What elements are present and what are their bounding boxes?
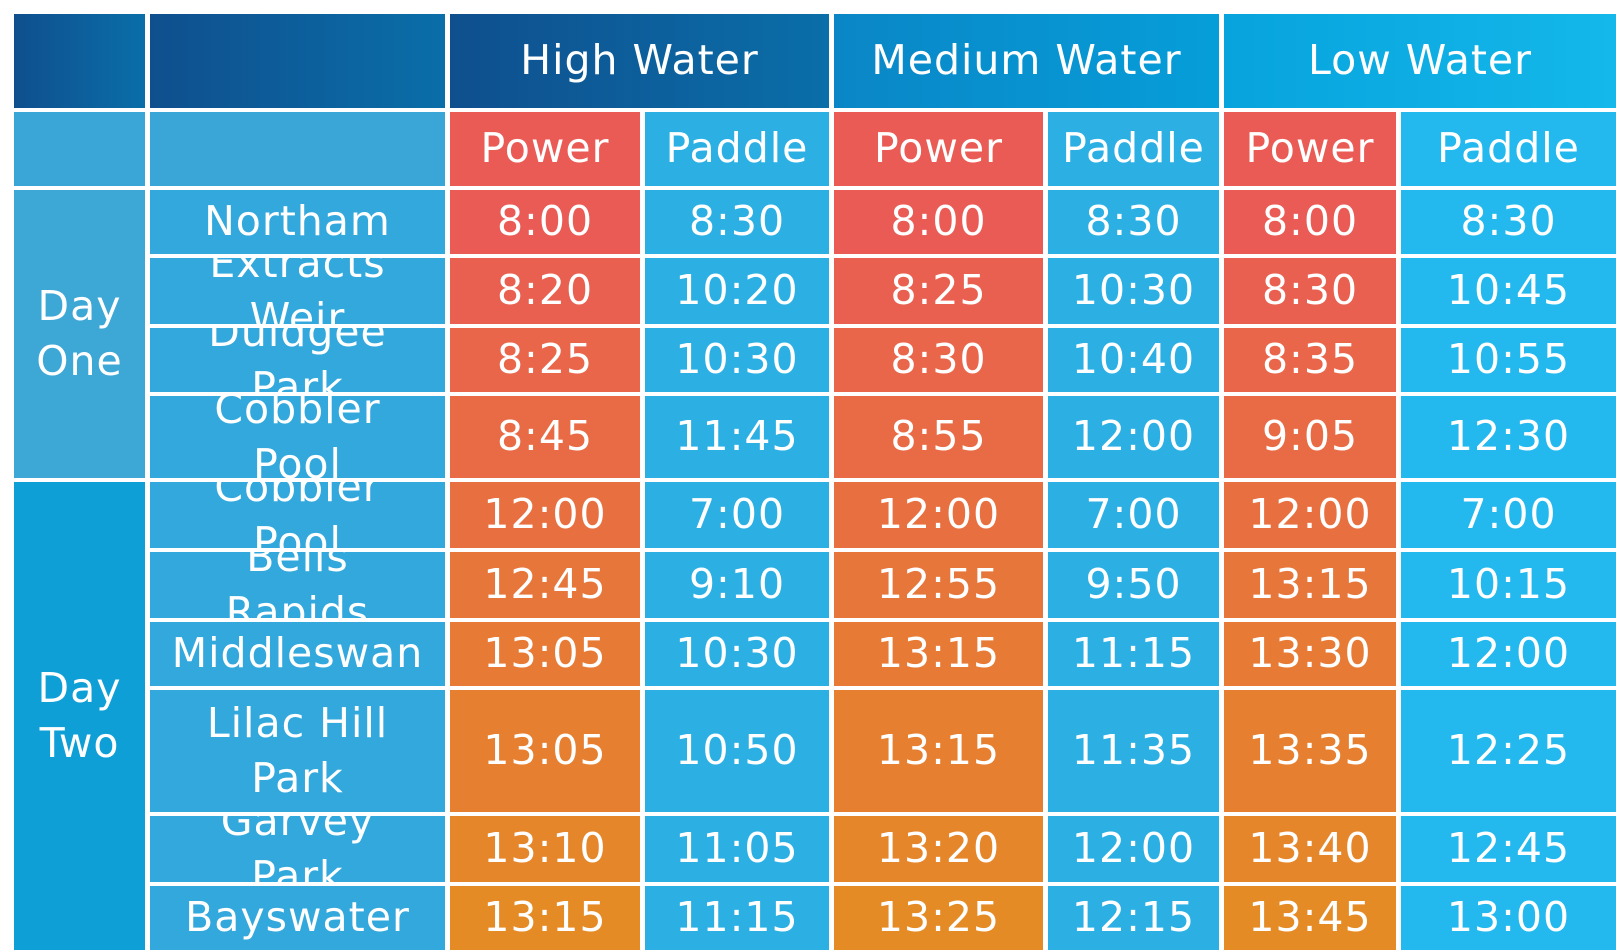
paddle-time-cell: 12:30 [1401,396,1616,478]
corner-cell [14,112,145,186]
power-time-cell: 12:45 [450,552,640,618]
corner-cell [150,112,445,186]
header-medium-water: Medium Water [834,14,1219,108]
power-time-cell: 12:00 [834,482,1043,548]
location-name: Bells Rapids [150,552,445,618]
power-time-cell: 9:05 [1224,396,1396,478]
location-name: Bayswater [150,886,445,950]
paddle-time-cell: 10:15 [1401,552,1616,618]
location-name: Middleswan [150,622,445,686]
power-time-cell: 13:45 [1224,886,1396,950]
header-low-water: Low Water [1224,14,1616,108]
subheader-paddle: Paddle [1048,112,1219,186]
paddle-time-cell: 9:50 [1048,552,1219,618]
subheader-power: Power [834,112,1043,186]
header-high-water: High Water [450,14,829,108]
power-time-cell: 8:00 [450,190,640,254]
location-name: Garvey Park [150,816,445,882]
location-name: Northam [150,190,445,254]
power-time-cell: 8:55 [834,396,1043,478]
paddle-time-cell: 11:15 [1048,622,1219,686]
location-name: Cobbler Pool [150,396,445,478]
paddle-time-cell: 10:30 [1048,258,1219,324]
power-time-cell: 13:35 [1224,690,1396,812]
paddle-time-cell: 10:20 [645,258,829,324]
power-time-cell: 13:05 [450,690,640,812]
paddle-time-cell: 13:00 [1401,886,1616,950]
location-name: Extracts Weir [150,258,445,324]
schedule-table: High Water Medium Water Low Water Power … [14,14,1616,950]
paddle-time-cell: 12:00 [1401,622,1616,686]
corner-cell [150,14,445,108]
power-time-cell: 13:15 [450,886,640,950]
paddle-time-cell: 10:30 [645,622,829,686]
location-name: Cobbler Pool [150,482,445,548]
subheader-paddle: Paddle [1401,112,1616,186]
paddle-time-cell: 8:30 [1048,190,1219,254]
paddle-time-cell: 12:25 [1401,690,1616,812]
power-time-cell: 12:55 [834,552,1043,618]
location-name: Duidgee Park [150,328,445,392]
paddle-time-cell: 10:45 [1401,258,1616,324]
paddle-time-cell: 11:15 [645,886,829,950]
paddle-time-cell: 7:00 [1048,482,1219,548]
paddle-time-cell: 10:40 [1048,328,1219,392]
paddle-time-cell: 11:45 [645,396,829,478]
power-time-cell: 13:15 [834,690,1043,812]
paddle-time-cell: 10:50 [645,690,829,812]
day-label-one: Day One [14,190,145,478]
day-label-two: Day Two [14,482,145,950]
power-time-cell: 8:00 [1224,190,1396,254]
power-time-cell: 8:25 [834,258,1043,324]
power-time-cell: 13:30 [1224,622,1396,686]
subheader-power: Power [450,112,640,186]
paddle-time-cell: 11:05 [645,816,829,882]
power-time-cell: 13:15 [1224,552,1396,618]
paddle-time-cell: 9:10 [645,552,829,618]
location-name: Lilac Hill Park [150,690,445,812]
power-time-cell: 13:40 [1224,816,1396,882]
subheader-power: Power [1224,112,1396,186]
power-time-cell: 13:20 [834,816,1043,882]
power-time-cell: 13:10 [450,816,640,882]
paddle-time-cell: 8:30 [645,190,829,254]
paddle-time-cell: 10:55 [1401,328,1616,392]
power-time-cell: 8:30 [1224,258,1396,324]
power-time-cell: 8:35 [1224,328,1396,392]
paddle-time-cell: 12:15 [1048,886,1219,950]
paddle-time-cell: 8:30 [1401,190,1616,254]
paddle-time-cell: 12:00 [1048,816,1219,882]
power-time-cell: 13:05 [450,622,640,686]
subheader-paddle: Paddle [645,112,829,186]
power-time-cell: 12:00 [1224,482,1396,548]
power-time-cell: 12:00 [450,482,640,548]
paddle-time-cell: 12:00 [1048,396,1219,478]
power-time-cell: 8:25 [450,328,640,392]
paddle-time-cell: 7:00 [645,482,829,548]
power-time-cell: 8:30 [834,328,1043,392]
power-time-cell: 8:45 [450,396,640,478]
power-time-cell: 8:20 [450,258,640,324]
paddle-time-cell: 10:30 [645,328,829,392]
power-time-cell: 13:15 [834,622,1043,686]
power-time-cell: 13:25 [834,886,1043,950]
corner-cell [14,14,145,108]
paddle-time-cell: 11:35 [1048,690,1219,812]
paddle-time-cell: 12:45 [1401,816,1616,882]
paddle-time-cell: 7:00 [1401,482,1616,548]
power-time-cell: 8:00 [834,190,1043,254]
